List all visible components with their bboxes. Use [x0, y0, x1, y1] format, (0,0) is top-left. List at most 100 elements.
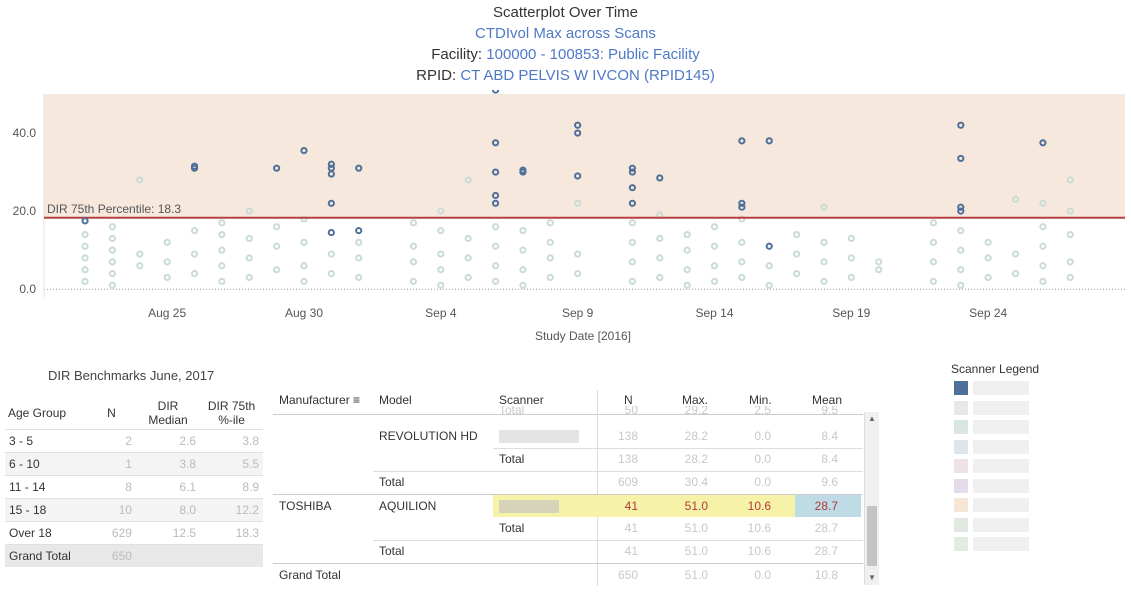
- scatter-point[interactable]: [136, 250, 144, 258]
- scatter-point[interactable]: [820, 203, 828, 211]
- scatter-point-highlighted[interactable]: [765, 242, 773, 250]
- legend-label-redacted[interactable]: [973, 498, 1029, 512]
- facility-value[interactable]: 100000 - 100853: Public Facility: [486, 46, 700, 63]
- legend-swatch[interactable]: [954, 517, 968, 532]
- scatter-point[interactable]: [218, 219, 226, 227]
- scatter-point[interactable]: [491, 277, 500, 285]
- scatter-point[interactable]: [273, 266, 281, 274]
- scatter-point[interactable]: [190, 250, 199, 258]
- table-row-toshiba[interactable]: TOSHIBA AQUILION 41 51.0 10.6 28.7: [273, 494, 863, 517]
- scatter-point-highlighted[interactable]: [738, 137, 746, 145]
- scatter-point[interactable]: [464, 176, 472, 184]
- scatter-point[interactable]: [847, 254, 855, 262]
- scatter-point[interactable]: [519, 281, 527, 289]
- scatter-point[interactable]: [683, 281, 691, 289]
- scatter-point[interactable]: [847, 234, 855, 243]
- scatter-point[interactable]: [81, 277, 89, 285]
- scatter-point[interactable]: [1039, 242, 1047, 250]
- scatter-point[interactable]: [875, 258, 883, 266]
- scatter-point-highlighted[interactable]: [738, 203, 746, 211]
- scatter-point-highlighted[interactable]: [628, 199, 636, 207]
- scatter-point[interactable]: [409, 219, 418, 227]
- legend-swatch[interactable]: [954, 498, 968, 512]
- scatter-point[interactable]: [1011, 195, 1020, 204]
- scatter-point[interactable]: [710, 277, 719, 285]
- scatter-point[interactable]: [1011, 269, 1020, 278]
- scatter-point[interactable]: [355, 273, 363, 282]
- scatter-point[interactable]: [108, 234, 117, 243]
- legend-label-redacted[interactable]: [973, 537, 1029, 551]
- scatter-point-highlighted[interactable]: [628, 184, 636, 192]
- scatter-point[interactable]: [355, 254, 363, 262]
- legend-swatch[interactable]: [954, 381, 968, 395]
- scatter-point-highlighted[interactable]: [491, 139, 500, 147]
- legend-label-redacted[interactable]: [973, 381, 1029, 395]
- scatter-point-highlighted[interactable]: [355, 164, 363, 172]
- scatter-point-highlighted[interactable]: [491, 168, 500, 176]
- scatter-point[interactable]: [574, 199, 582, 207]
- scatter-point-highlighted[interactable]: [628, 164, 636, 172]
- scatter-point-highlighted[interactable]: [957, 207, 965, 215]
- scatter-point-highlighted[interactable]: [574, 121, 582, 129]
- scatter-point-highlighted[interactable]: [81, 217, 89, 225]
- scatter-point[interactable]: [1066, 207, 1074, 215]
- scatter-point-highlighted[interactable]: [957, 154, 965, 163]
- scatter-point-highlighted[interactable]: [656, 174, 664, 182]
- scatter-point[interactable]: [574, 269, 582, 278]
- legend-label-redacted[interactable]: [973, 420, 1029, 434]
- scatter-point[interactable]: [847, 273, 855, 282]
- legend-label-redacted[interactable]: [973, 459, 1029, 473]
- scanner-crosstab[interactable]: Manufacturer ≡ Model Scanner N Max. Min.…: [273, 390, 879, 586]
- scatter-point[interactable]: [300, 277, 308, 285]
- scatter-point[interactable]: [574, 250, 582, 258]
- scatter-point[interactable]: [1039, 223, 1047, 231]
- scatter-point-highlighted[interactable]: [574, 129, 582, 137]
- scatter-point[interactable]: [820, 258, 828, 266]
- scatter-point[interactable]: [984, 273, 992, 282]
- scatter-point[interactable]: [628, 219, 636, 227]
- scatter-point[interactable]: [108, 223, 117, 231]
- scatter-point[interactable]: [108, 258, 117, 266]
- scatter-point-highlighted[interactable]: [273, 164, 281, 172]
- scatter-point[interactable]: [273, 223, 281, 231]
- scatter-point[interactable]: [656, 254, 664, 262]
- scatter-point[interactable]: [710, 262, 719, 270]
- scatter-point[interactable]: [491, 242, 500, 250]
- legend-swatch[interactable]: [954, 478, 968, 493]
- scatter-point[interactable]: [1011, 250, 1020, 258]
- scatter-point[interactable]: [929, 219, 938, 227]
- scatter-point[interactable]: [683, 230, 691, 239]
- scatter-point[interactable]: [957, 281, 965, 289]
- scatter-point[interactable]: [437, 281, 445, 289]
- scatter-point[interactable]: [163, 238, 171, 246]
- scatter-point[interactable]: [491, 223, 500, 231]
- scatter-point[interactable]: [437, 227, 445, 235]
- scatter-point[interactable]: [409, 277, 418, 285]
- scatter-point-highlighted[interactable]: [327, 199, 335, 207]
- legend-label-redacted[interactable]: [973, 517, 1029, 532]
- rpid-value[interactable]: CT ABD PELVIS W IVCON (RPID145): [460, 67, 715, 84]
- scatter-point-highlighted[interactable]: [628, 168, 636, 176]
- scatter-point-highlighted[interactable]: [491, 199, 500, 207]
- scatter-point[interactable]: [1066, 273, 1074, 282]
- scatter-point[interactable]: [710, 223, 719, 231]
- scatter-point[interactable]: [108, 281, 117, 289]
- scatter-point-highlighted[interactable]: [765, 137, 773, 145]
- scatter-point-highlighted[interactable]: [190, 164, 199, 172]
- scatter-point[interactable]: [464, 254, 472, 262]
- scroll-thumb[interactable]: [867, 506, 877, 566]
- scatter-point[interactable]: [218, 246, 226, 254]
- scatter-point[interactable]: [136, 262, 144, 270]
- col-manufacturer[interactable]: Manufacturer ≡: [279, 393, 361, 407]
- scatter-point[interactable]: [1039, 277, 1047, 285]
- scatter-point[interactable]: [656, 273, 664, 282]
- scatter-point-highlighted[interactable]: [327, 160, 335, 168]
- scatter-point[interactable]: [765, 281, 773, 289]
- scatter-point[interactable]: [190, 269, 199, 278]
- scatter-point-highlighted[interactable]: [519, 168, 527, 176]
- scatter-point[interactable]: [820, 277, 828, 285]
- scatter-point[interactable]: [245, 234, 253, 243]
- scatter-point[interactable]: [738, 258, 746, 266]
- scatter-point[interactable]: [491, 262, 500, 270]
- scatter-point[interactable]: [683, 266, 691, 274]
